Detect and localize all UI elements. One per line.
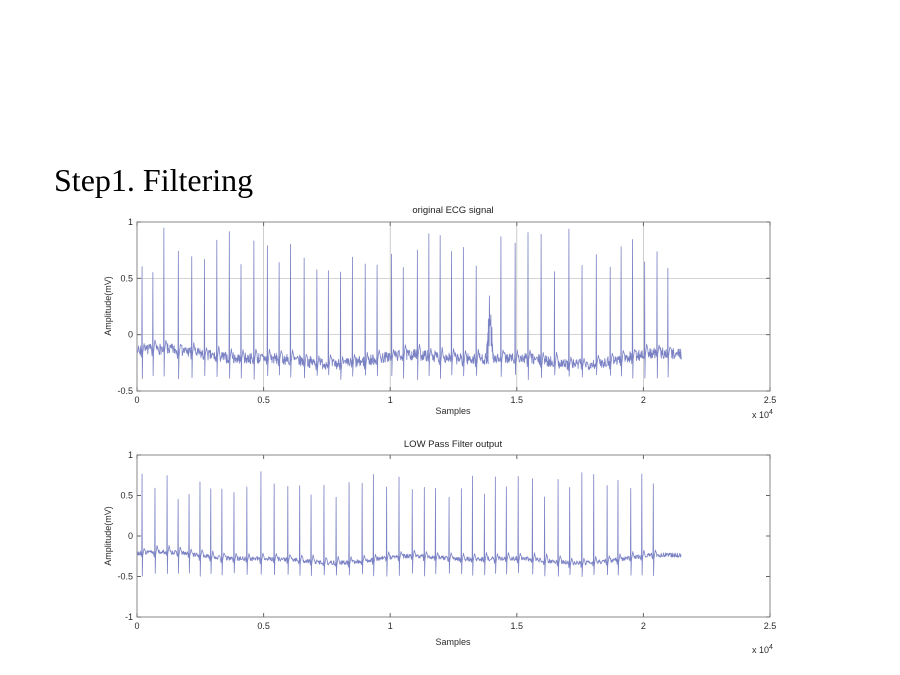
x-tick-label: 0.5 <box>257 621 270 631</box>
x-axis-label: Samples <box>435 637 471 647</box>
signal-path <box>137 471 682 577</box>
chart-low-pass-filter-output: LOW Pass Filter output Amplitude(mV) 0 0.… <box>103 439 776 655</box>
y-tick-label: 0.5 <box>120 273 133 283</box>
x-tick-label: 1 <box>388 395 393 405</box>
chart-title: LOW Pass Filter output <box>404 439 503 450</box>
plot-area: 0 0.5 1 1.5 2 2.5 -1 -0.5 0 0.5 1 <box>117 450 776 631</box>
plot-frame <box>136 454 771 618</box>
slide-title: Step1. Filtering <box>54 162 254 198</box>
y-axis-label: Amplitude(mV) <box>103 276 113 336</box>
x-tick-label: 2.5 <box>764 395 777 405</box>
x-tick-label: 2.5 <box>764 621 777 631</box>
x-tick-label: 2 <box>641 395 646 405</box>
chart-title: original ECG signal <box>412 205 493 216</box>
chart-original-ecg-signal: original ECG signal Amplitude(mV) 0 0.5 1 1… <box>103 205 776 420</box>
y-tick-label: 0 <box>128 531 133 541</box>
y-tick-label: 0 <box>128 330 133 340</box>
x-tick-label: 0.5 <box>257 395 270 405</box>
plot-frame <box>136 221 771 392</box>
y-tick-label: -0.5 <box>117 572 133 582</box>
x-tick-label: 2 <box>641 621 646 631</box>
y-tick-label: 1 <box>128 217 133 227</box>
x-axis-multiplier: x 104 <box>752 644 773 655</box>
x-tick-label: 1 <box>388 621 393 631</box>
y-tick-label: 1 <box>128 450 133 460</box>
x-tick-label: 0 <box>134 395 139 405</box>
x-tick-label: 0 <box>134 621 139 631</box>
y-tick-label: 0.5 <box>120 491 133 501</box>
x-tick-label: 1.5 <box>511 395 524 405</box>
x-tick-label: 1.5 <box>511 621 524 631</box>
y-tick-label: -1 <box>125 612 133 622</box>
plot-area: 0 0.5 1 1.5 2 2.5-0.500.51 <box>117 217 776 405</box>
y-axis-label: Amplitude(mV) <box>103 506 113 566</box>
y-tick-label: -0.5 <box>117 386 133 396</box>
x-axis-multiplier: x 104 <box>752 409 773 420</box>
x-axis-label: Samples <box>435 406 471 416</box>
signal-path <box>137 227 682 381</box>
